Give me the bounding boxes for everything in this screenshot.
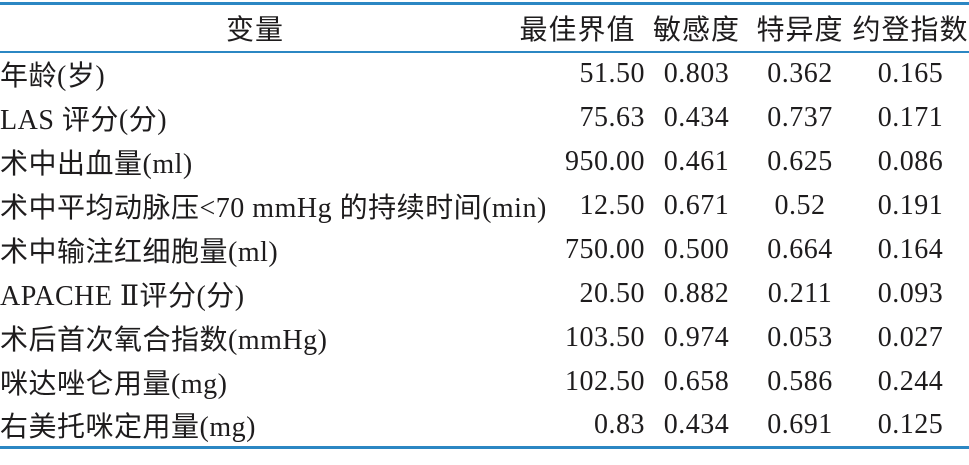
cell-specificity: 0.52 (774, 189, 826, 221)
cell-cutoff: 0.83 (594, 408, 645, 440)
paper-table-region: 变量 最佳界值 敏感度 特异度 约登指数 年龄(岁) 51.50 0.803 0.362 0.1… (0, 2, 969, 449)
cell-variable: 年龄(岁) (0, 61, 106, 92)
cell-youden: 0.244 (877, 365, 944, 397)
cell-variable: APACHE Ⅱ评分(分) (0, 280, 245, 312)
cell-cutoff: 20.50 (579, 277, 645, 309)
cell-youden: 0.086 (877, 145, 944, 177)
column-header-cutoff: 最佳界值 (510, 3, 645, 53)
cell-sensitivity: 0.803 (663, 58, 730, 89)
cell-sensitivity: 0.500 (663, 233, 730, 265)
column-header-specificity: 特异度 (748, 3, 852, 53)
cell-cutoff: 103.50 (565, 321, 645, 353)
cell-specificity: 0.737 (767, 101, 833, 133)
cell-cutoff: 750.00 (565, 233, 645, 265)
table-row: APACHE Ⅱ评分(分) 20.50 0.882 0.211 0.093 (0, 272, 969, 316)
table-body: 年龄(岁) 51.50 0.803 0.362 0.165 LAS 评分(分) 75.63 0… (0, 52, 969, 448)
cell-specificity: 0.211 (767, 277, 833, 309)
cell-youden: 0.093 (877, 277, 944, 309)
cell-youden: 0.164 (877, 233, 944, 265)
cell-variable: 咪达唑仑用量(mg) (0, 368, 228, 400)
table-row: LAS 评分(分) 75.63 0.434 0.737 0.171 (0, 96, 969, 140)
cell-variable: 术中平均动脉压<70 mmHg 的持续时间(min) (0, 192, 547, 224)
cell-variable: 术后首次氧合指数(mmHg) (0, 324, 328, 356)
cell-specificity: 0.625 (767, 145, 833, 177)
column-header-variable: 变量 (0, 3, 510, 53)
cell-youden: 0.125 (877, 408, 944, 440)
cell-youden: 0.027 (877, 321, 944, 353)
table-row: 术后首次氧合指数(mmHg) 103.50 0.974 0.053 0.027 (0, 316, 969, 360)
cell-specificity: 0.691 (767, 408, 833, 440)
cell-cutoff: 950.00 (565, 145, 645, 177)
cell-sensitivity: 0.658 (663, 365, 730, 397)
cell-specificity: 0.053 (767, 321, 833, 353)
table-row: 术中出血量(ml) 950.00 0.461 0.625 0.086 (0, 140, 969, 184)
cell-sensitivity: 0.461 (663, 145, 730, 177)
cell-sensitivity: 0.882 (663, 277, 730, 309)
cell-youden: 0.171 (877, 101, 944, 133)
cell-specificity: 0.362 (767, 58, 833, 89)
column-header-youden: 约登指数 (852, 3, 969, 53)
cell-specificity: 0.664 (767, 233, 833, 265)
cell-cutoff: 12.50 (579, 189, 645, 221)
cell-youden: 0.165 (877, 58, 944, 89)
column-header-sensitivity: 敏感度 (645, 3, 748, 53)
cell-variable: 术中出血量(ml) (0, 148, 193, 180)
cell-youden: 0.191 (877, 189, 944, 221)
cell-variable: LAS 评分(分) (0, 104, 168, 136)
cell-sensitivity: 0.434 (663, 101, 730, 133)
table-row: 年龄(岁) 51.50 0.803 0.362 0.165 (0, 52, 969, 96)
roc-cutoff-table: 变量 最佳界值 敏感度 特异度 约登指数 年龄(岁) 51.50 0.803 0.362 0.1… (0, 2, 969, 449)
table-row: 右美托咪定用量(mg) 0.83 0.434 0.691 0.125 (0, 404, 969, 448)
cell-variable: 术中输注红细胞量(ml) (0, 236, 279, 268)
cell-specificity: 0.586 (767, 365, 833, 397)
cell-cutoff: 75.63 (579, 101, 645, 133)
cell-sensitivity: 0.671 (663, 189, 730, 221)
cell-variable: 右美托咪定用量(mg) (0, 411, 256, 443)
cell-cutoff: 102.50 (565, 365, 645, 397)
table-row: 术中平均动脉压<70 mmHg 的持续时间(min) 12.50 0.671 0.52… (0, 184, 969, 228)
cell-sensitivity: 0.974 (663, 321, 730, 353)
cell-cutoff: 51.50 (579, 58, 645, 89)
cell-sensitivity: 0.434 (663, 408, 730, 440)
table-row: 术中输注红细胞量(ml) 750.00 0.500 0.664 0.164 (0, 228, 969, 272)
header-row: 变量 最佳界值 敏感度 特异度 约登指数 (0, 3, 969, 53)
table-row: 咪达唑仑用量(mg) 102.50 0.658 0.586 0.244 (0, 360, 969, 404)
